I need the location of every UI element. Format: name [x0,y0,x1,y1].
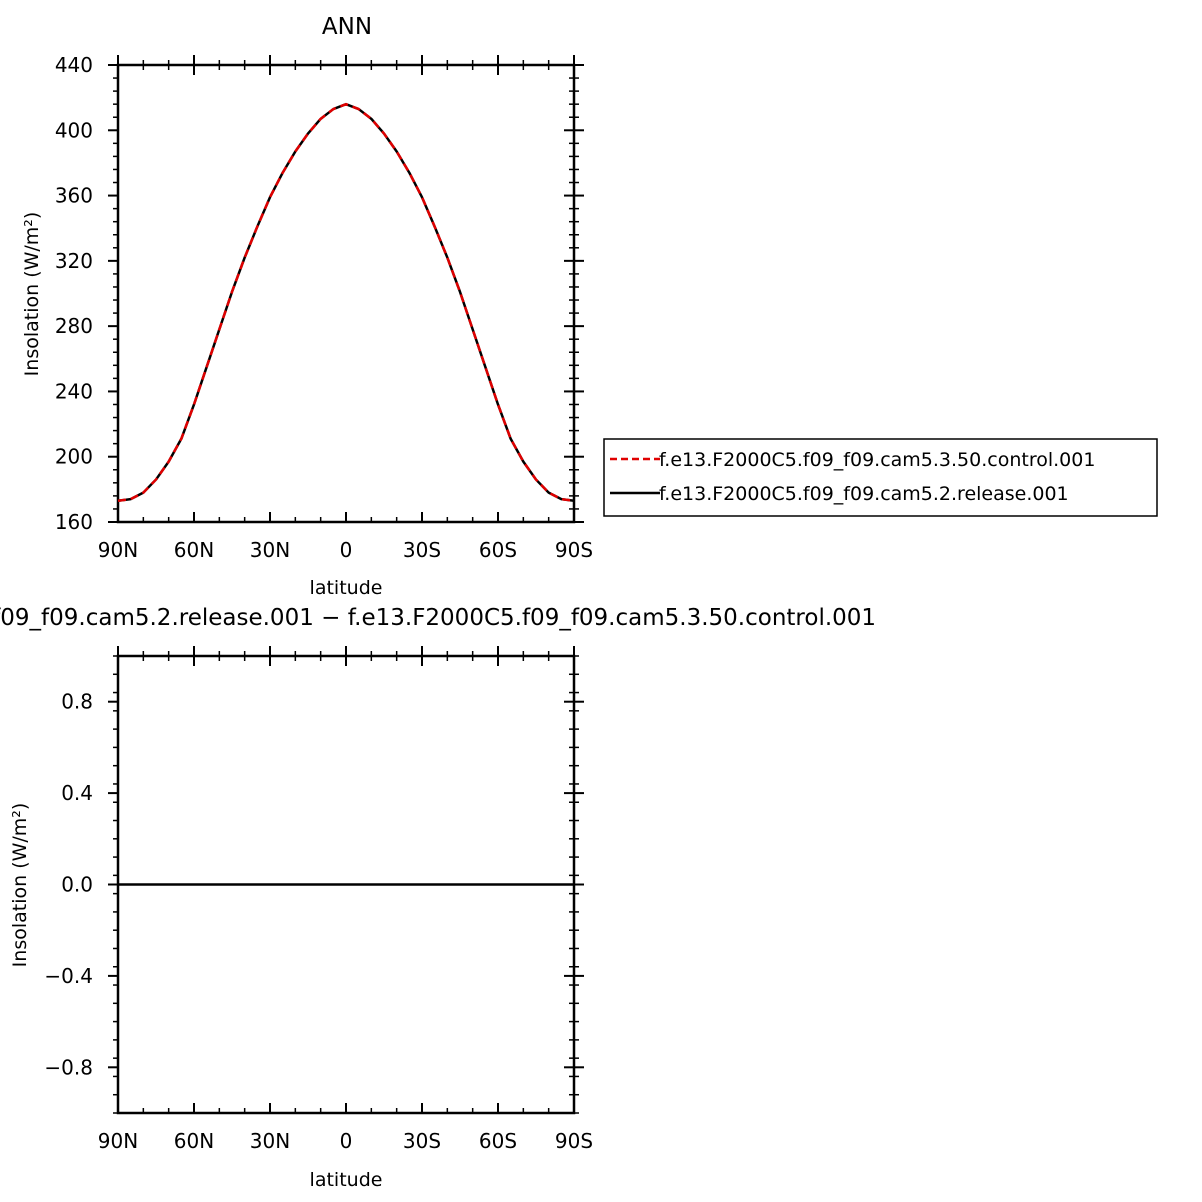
top-x-tick-label: 90S [555,538,593,562]
top-y-tick-label: 160 [55,510,93,534]
top-y-axis-label: Insolation (W/m²) [21,212,43,377]
bottom-x-axis-label: latitude [310,1169,383,1191]
top-y-tick-label: 200 [55,445,93,469]
top-ticks [108,55,584,523]
legend: f.e13.F2000C5.f09_f09.cam5.3.50.control.… [603,438,1158,517]
top-x-axis-label: latitude [310,577,383,599]
bottom-x-tick-label: 60N [174,1129,214,1153]
top-y-tick-label: 320 [55,249,93,273]
top-y-tick-label: 440 [55,53,93,77]
bottom-y-tick-label: −0.8 [44,1055,93,1079]
legend-label-control: f.e13.F2000C5.f09_f09.cam5.3.50.control.… [659,449,1095,471]
top-series-line-0 [117,102,575,503]
bottom-x-tick-label: 60S [479,1129,517,1153]
bottom-y-axis-label: Insolation (W/m²) [9,803,31,968]
bottom-x-tick-label: 30S [403,1129,441,1153]
legend-box [603,438,1158,517]
top-x-tick-label: 30S [403,538,441,562]
top-chart-title: ANN [322,14,372,40]
bottom-ticks [108,646,584,1114]
bottom-x-tick-label: 90S [555,1129,593,1153]
bottom-x-tick-label: 0 [340,1129,353,1153]
bottom-y-tick-label: 0.0 [61,873,93,897]
top-series-lines [117,102,575,503]
bottom-panel: f.e13.F2000C5.f09_f09.cam5.2.release.001… [0,605,876,1191]
legend-label-release: f.e13.F2000C5.f09_f09.cam5.2.release.001 [659,483,1069,505]
bottom-x-tick-labels: 90N 60N 30N 0 30S 60S 90S [98,1129,593,1153]
top-x-tick-label: 60N [174,538,214,562]
top-x-tick-label: 30N [250,538,290,562]
top-y-tick-label: 360 [55,184,93,208]
bottom-y-tick-label: −0.4 [44,964,93,988]
top-y-tick-labels: 160 200 240 280 320 360 400 440 [55,53,93,534]
bottom-x-tick-label: 90N [98,1129,138,1153]
top-x-tick-label: 90N [98,538,138,562]
bottom-y-tick-label: 0.8 [61,690,93,714]
bottom-chart-title: f.e13.F2000C5.f09_f09.cam5.2.release.001… [0,605,876,631]
bottom-x-tick-label: 30N [250,1129,290,1153]
top-x-tick-label: 0 [340,538,353,562]
top-x-tick-label: 60S [479,538,517,562]
bottom-y-tick-label: 0.4 [61,781,93,805]
bottom-y-tick-labels: −0.8 −0.4 0.0 0.4 0.8 [44,690,93,1080]
top-plot-frame [116,63,576,524]
top-y-tick-label: 240 [55,379,93,403]
top-panel: ANN 90N 60N 30N 0 30S 60S 90S 160 200 240 280 320 3… [21,14,593,599]
top-y-tick-label: 400 [55,118,93,142]
top-y-tick-label: 280 [55,314,93,338]
top-x-tick-labels: 90N 60N 30N 0 30S 60S 90S [98,538,593,562]
top-series-line-1 [117,102,575,503]
